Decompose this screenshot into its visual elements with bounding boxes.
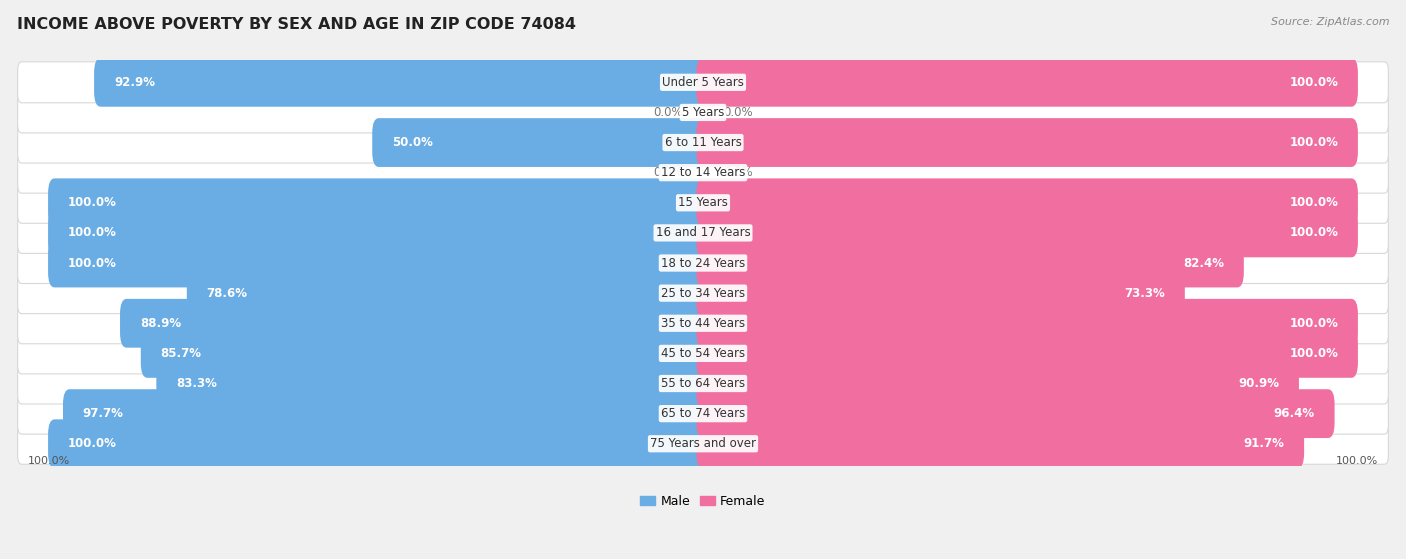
FancyBboxPatch shape	[696, 58, 1358, 107]
Text: 73.3%: 73.3%	[1125, 287, 1166, 300]
FancyBboxPatch shape	[48, 178, 710, 227]
Text: INCOME ABOVE POVERTY BY SEX AND AGE IN ZIP CODE 74084: INCOME ABOVE POVERTY BY SEX AND AGE IN Z…	[17, 17, 576, 32]
Text: 16 and 17 Years: 16 and 17 Years	[655, 226, 751, 239]
Text: 100.0%: 100.0%	[1289, 347, 1339, 360]
FancyBboxPatch shape	[18, 393, 1388, 434]
FancyBboxPatch shape	[696, 209, 1358, 257]
Text: Under 5 Years: Under 5 Years	[662, 76, 744, 89]
FancyBboxPatch shape	[48, 209, 710, 257]
Text: 65 to 74 Years: 65 to 74 Years	[661, 407, 745, 420]
Text: 100.0%: 100.0%	[1289, 226, 1339, 239]
Text: 45 to 54 Years: 45 to 54 Years	[661, 347, 745, 360]
Text: 100.0%: 100.0%	[1289, 136, 1339, 149]
Text: 50.0%: 50.0%	[392, 136, 433, 149]
FancyBboxPatch shape	[373, 118, 710, 167]
FancyBboxPatch shape	[94, 58, 710, 107]
Text: 100.0%: 100.0%	[28, 456, 70, 466]
Text: 82.4%: 82.4%	[1182, 257, 1225, 269]
Text: 0.0%: 0.0%	[654, 106, 683, 119]
Text: 6 to 11 Years: 6 to 11 Years	[665, 136, 741, 149]
FancyBboxPatch shape	[696, 419, 1305, 468]
Text: 85.7%: 85.7%	[160, 347, 201, 360]
FancyBboxPatch shape	[18, 243, 1388, 283]
FancyBboxPatch shape	[120, 299, 710, 348]
FancyBboxPatch shape	[696, 269, 1185, 318]
FancyBboxPatch shape	[18, 303, 1388, 344]
FancyBboxPatch shape	[696, 359, 1299, 408]
Text: 90.9%: 90.9%	[1239, 377, 1279, 390]
Text: 55 to 64 Years: 55 to 64 Years	[661, 377, 745, 390]
Text: 25 to 34 Years: 25 to 34 Years	[661, 287, 745, 300]
Text: 78.6%: 78.6%	[207, 287, 247, 300]
FancyBboxPatch shape	[18, 212, 1388, 253]
Text: 0.0%: 0.0%	[723, 166, 752, 179]
Text: 0.0%: 0.0%	[723, 106, 752, 119]
Text: 100.0%: 100.0%	[1336, 456, 1378, 466]
FancyBboxPatch shape	[696, 299, 1358, 348]
Legend: Male, Female: Male, Female	[636, 490, 770, 513]
FancyBboxPatch shape	[18, 182, 1388, 223]
Text: 100.0%: 100.0%	[67, 257, 117, 269]
Text: 96.4%: 96.4%	[1274, 407, 1315, 420]
FancyBboxPatch shape	[18, 273, 1388, 314]
Text: 100.0%: 100.0%	[1289, 196, 1339, 209]
Text: 100.0%: 100.0%	[1289, 76, 1339, 89]
Text: 15 Years: 15 Years	[678, 196, 728, 209]
FancyBboxPatch shape	[696, 389, 1334, 438]
FancyBboxPatch shape	[48, 419, 710, 468]
Text: 83.3%: 83.3%	[176, 377, 217, 390]
Text: 0.0%: 0.0%	[654, 166, 683, 179]
FancyBboxPatch shape	[18, 423, 1388, 464]
FancyBboxPatch shape	[696, 178, 1358, 227]
FancyBboxPatch shape	[18, 333, 1388, 374]
FancyBboxPatch shape	[48, 239, 710, 287]
Text: 97.7%: 97.7%	[83, 407, 124, 420]
FancyBboxPatch shape	[187, 269, 710, 318]
Text: 5 Years: 5 Years	[682, 106, 724, 119]
FancyBboxPatch shape	[696, 118, 1358, 167]
Text: 18 to 24 Years: 18 to 24 Years	[661, 257, 745, 269]
Text: 35 to 44 Years: 35 to 44 Years	[661, 317, 745, 330]
Text: 100.0%: 100.0%	[67, 196, 117, 209]
Text: 100.0%: 100.0%	[67, 226, 117, 239]
Text: 12 to 14 Years: 12 to 14 Years	[661, 166, 745, 179]
FancyBboxPatch shape	[18, 122, 1388, 163]
FancyBboxPatch shape	[696, 329, 1358, 378]
FancyBboxPatch shape	[141, 329, 710, 378]
FancyBboxPatch shape	[18, 363, 1388, 404]
FancyBboxPatch shape	[18, 62, 1388, 103]
Text: 88.9%: 88.9%	[139, 317, 181, 330]
FancyBboxPatch shape	[696, 239, 1244, 287]
FancyBboxPatch shape	[18, 92, 1388, 133]
Text: Source: ZipAtlas.com: Source: ZipAtlas.com	[1271, 17, 1389, 27]
Text: 100.0%: 100.0%	[67, 437, 117, 450]
Text: 91.7%: 91.7%	[1243, 437, 1284, 450]
FancyBboxPatch shape	[63, 389, 710, 438]
FancyBboxPatch shape	[156, 359, 710, 408]
FancyBboxPatch shape	[18, 152, 1388, 193]
Text: 100.0%: 100.0%	[1289, 317, 1339, 330]
Text: 92.9%: 92.9%	[114, 76, 155, 89]
Text: 75 Years and over: 75 Years and over	[650, 437, 756, 450]
